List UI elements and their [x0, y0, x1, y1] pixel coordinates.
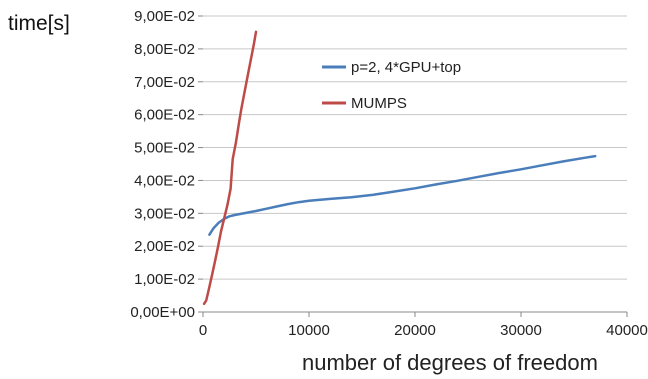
x-tick-label: 20000 [394, 322, 436, 339]
legend: p=2, 4*GPU+top MUMPS [322, 59, 461, 112]
x-axis-ticks: 0 10000 20000 30000 40000 [199, 312, 648, 339]
x-tick-label: 40000 [606, 322, 648, 339]
legend-label: p=2, 4*GPU+top [351, 59, 461, 76]
x-tick-label: 30000 [500, 322, 542, 339]
y-tick-label: 6,00E-02 [134, 107, 195, 124]
y-tick-label: 2,00E-02 [134, 238, 195, 255]
y-tick-label: 8,00E-02 [134, 41, 195, 58]
x-axis-label: number of degrees of freedom [302, 350, 598, 375]
series-lines [202, 30, 597, 306]
y-tick-label: 0,00E+00 [130, 304, 195, 321]
series-line-2 [202, 30, 258, 306]
y-tick-label: 1,00E-02 [134, 271, 195, 288]
x-tick-label: 10000 [288, 322, 330, 339]
y-tick-label: 9,00E-02 [134, 8, 195, 25]
y-axis-label: time[s] [8, 12, 70, 35]
y-tick-label: 7,00E-02 [134, 74, 195, 91]
legend-label: MUMPS [351, 95, 407, 112]
gridlines [203, 15, 627, 280]
y-tick-label: 5,00E-02 [134, 140, 195, 157]
y-tick-label: 3,00E-02 [134, 205, 195, 222]
series-line-1 [208, 154, 597, 236]
y-tick-label: 4,00E-02 [134, 172, 195, 189]
y-axis-ticks: 0,00E+00 1,00E-02 2,00E-02 3,00E-02 4,00E-02… [130, 8, 203, 321]
x-tick-label: 0 [199, 322, 207, 339]
